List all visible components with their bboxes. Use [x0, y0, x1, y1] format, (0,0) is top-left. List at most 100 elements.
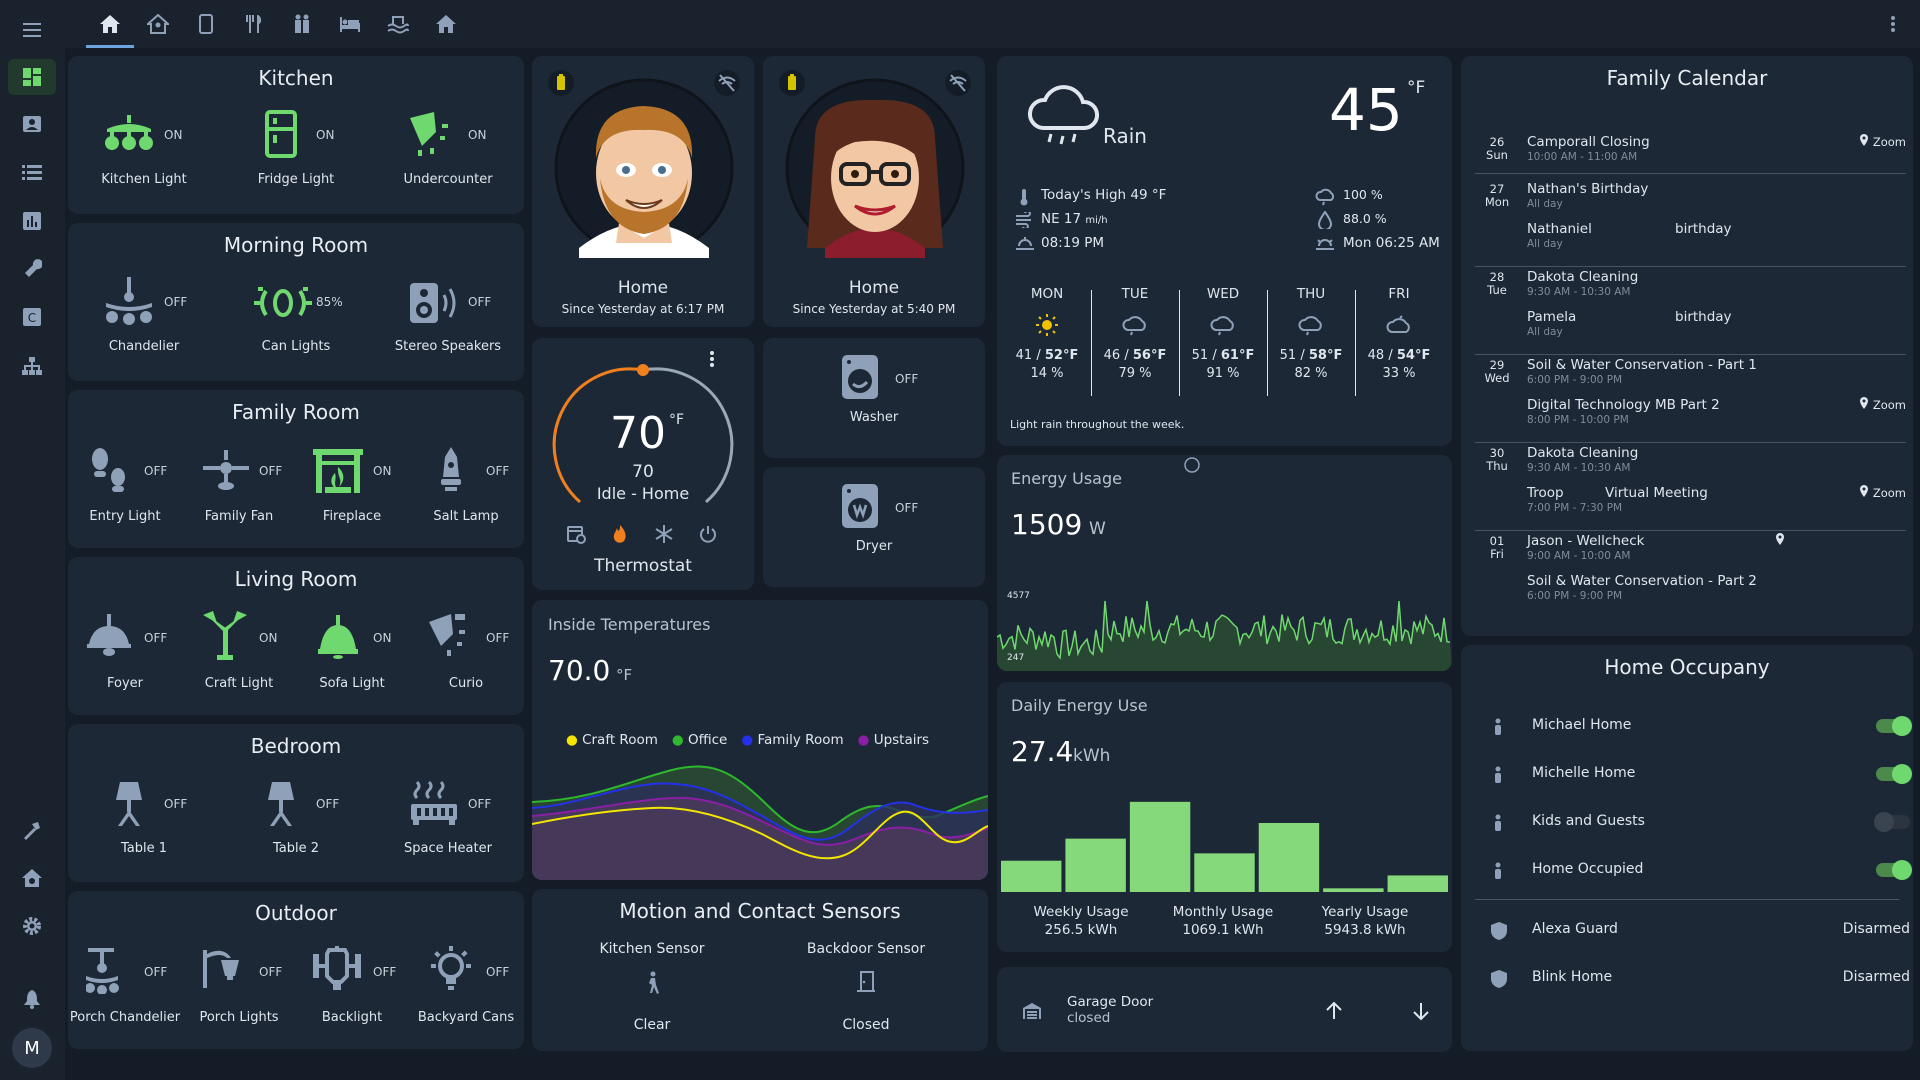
calendar-event-title[interactable]: Camporall Closing [1527, 134, 1650, 150]
calendar-event-title[interactable]: Soil & Water Conservation - Part 1 [1527, 357, 1757, 373]
morning-room-title: Morning Room [223, 233, 369, 257]
can-lights-icon[interactable] [254, 285, 312, 321]
fire-icon[interactable] [612, 524, 628, 544]
tab-pool-icon[interactable] [380, 6, 416, 42]
account-box-icon[interactable] [8, 106, 56, 142]
michael-status: Home [617, 278, 669, 298]
bell-icon[interactable] [8, 981, 56, 1017]
calendar-event-location[interactable]: Zoom [1859, 397, 1906, 412]
person-michelle-card[interactable]: Home Since Yesterday at 5:40 PM [763, 56, 985, 327]
undercounter-light-icon[interactable] [408, 110, 460, 160]
calendar-event-location[interactable] [1775, 533, 1785, 548]
forecast-day: WED 51 / 61°F 91 % [1191, 286, 1255, 381]
alarm-row[interactable]: Blink Home Disarmed [1490, 963, 1910, 993]
list-icon[interactable] [8, 154, 56, 190]
space-heater-icon[interactable] [409, 780, 459, 826]
sitemap-icon[interactable] [8, 348, 56, 384]
guest-icon [1495, 814, 1501, 831]
alarm-name: Alexa Guard [1532, 921, 1618, 937]
ceiling-light-icon[interactable] [102, 115, 156, 155]
hammer-icon[interactable] [8, 812, 56, 848]
thermostat-dial[interactable] [550, 352, 736, 512]
occupancy-toggle[interactable] [1876, 860, 1912, 880]
home-gear-icon[interactable] [8, 860, 56, 896]
sofa-light-icon[interactable] [318, 615, 358, 659]
calendar-event-title[interactable]: Digital Technology MB Part 2 [1527, 397, 1720, 413]
more-vert-icon[interactable] [708, 348, 716, 370]
foyer-light-icon[interactable] [85, 614, 133, 660]
calendar-event-title[interactable]: Dakota Cleaning [1527, 445, 1639, 461]
arrow-down-icon[interactable] [1412, 1001, 1430, 1021]
calendar-event-title[interactable]: Nathan's Birthday [1527, 181, 1649, 197]
calendar-event-title[interactable]: Nathaniel [1527, 221, 1592, 237]
calendar-event-title[interactable]: Troop [1527, 485, 1564, 501]
tab-house-icon[interactable] [428, 6, 464, 42]
people-icon [1495, 862, 1501, 879]
salt-lamp-label: Salt Lamp [433, 509, 499, 524]
curio-state: OFF [486, 631, 510, 645]
avatar[interactable]: M [12, 1028, 52, 1068]
occupancy-toggle[interactable] [1876, 764, 1912, 784]
backlight-icon[interactable] [313, 946, 361, 994]
calendar-event-title[interactable]: Jason - Wellcheck [1527, 533, 1645, 549]
wrench-icon[interactable] [8, 251, 56, 287]
settings-icon[interactable] [8, 908, 56, 944]
chart-icon[interactable] [8, 203, 56, 239]
speaker-icon[interactable] [408, 281, 462, 325]
snowflake-icon[interactable] [654, 524, 674, 544]
porch-lights-state: OFF [259, 965, 283, 979]
door-closed-icon[interactable] [857, 971, 875, 993]
craft-light-state: ON [259, 631, 278, 645]
legend-office[interactable]: ● Office [671, 732, 728, 748]
calendar-event-location[interactable]: Zoom [1859, 485, 1906, 500]
person-michael-card[interactable]: Home Since Yesterday at 6:17 PM [532, 56, 754, 327]
dryer-card[interactable]: OFF Dryer [763, 467, 985, 587]
porch-lights-icon[interactable] [201, 946, 245, 992]
alarm-row[interactable]: Alexa Guard Disarmed [1490, 915, 1910, 945]
fireplace-icon[interactable] [313, 449, 363, 493]
table-lamp-icon[interactable] [266, 780, 296, 828]
legend-family-room[interactable]: ● Family Room [741, 732, 844, 748]
calendar-sync-icon[interactable] [566, 524, 586, 544]
arrow-up-icon[interactable] [1325, 1001, 1343, 1021]
tab-restaurant-icon[interactable] [236, 6, 272, 42]
tab-phone-icon[interactable] [188, 6, 224, 42]
wifi-off-icon [945, 70, 971, 96]
tab-house-person-icon[interactable] [140, 6, 176, 42]
garage-name: Garage Door [1067, 994, 1154, 1010]
tab-people-icon[interactable] [284, 6, 320, 42]
calendar-day: 01 Fri Jason - Wellcheck 9:00 AM - 10:00 AM… [1475, 531, 1906, 619]
calendar-event-location[interactable]: Zoom [1859, 134, 1906, 149]
more-vert-icon[interactable] [1875, 6, 1911, 42]
ceiling-fan-icon[interactable] [201, 450, 251, 490]
dashboard-icon[interactable] [8, 59, 56, 95]
salt-lamp-icon[interactable] [439, 447, 463, 493]
legend-craft-room[interactable]: ● Craft Room [566, 732, 658, 748]
forecast-day: TUE 46 / 56°F 79 % [1103, 286, 1167, 381]
occupancy-toggle[interactable] [1874, 812, 1910, 832]
occupancy-toggle[interactable] [1876, 716, 1912, 736]
washer-card[interactable]: OFF Washer [763, 338, 985, 458]
legend-upstairs[interactable]: ● Upstairs [857, 732, 930, 748]
fridge-icon[interactable] [265, 110, 297, 158]
curio-light-icon[interactable] [427, 612, 475, 660]
backyard-cans-icon[interactable] [427, 946, 475, 996]
chandelier-icon[interactable] [104, 277, 154, 325]
tab-home-icon[interactable] [92, 6, 128, 42]
power-icon[interactable] [698, 524, 718, 544]
weather-card[interactable]: Rain 45 °F Today's High 49 °F NE 17 mi/h… [997, 56, 1452, 446]
calendar-event-time: 8:00 PM - 10:00 PM [1527, 414, 1629, 426]
table-lamp-icon[interactable] [114, 780, 144, 828]
tab-bed-icon[interactable] [332, 6, 368, 42]
space-heater-state: OFF [468, 797, 492, 811]
calendar-event-time: 9:00 AM - 10:00 AM [1527, 550, 1631, 562]
calendar-event-title[interactable]: Soil & Water Conservation - Part 2 [1527, 573, 1757, 589]
craft-light-icon[interactable] [203, 611, 247, 661]
entry-light-icon[interactable] [88, 447, 130, 493]
menu-icon[interactable] [8, 12, 56, 48]
porch-chandelier-icon[interactable] [86, 946, 136, 994]
calendar-event-title[interactable]: Pamela [1527, 309, 1577, 325]
walk-icon[interactable] [643, 971, 661, 995]
c-box-icon[interactable]: C [8, 299, 56, 335]
calendar-event-title[interactable]: Dakota Cleaning [1527, 269, 1639, 285]
